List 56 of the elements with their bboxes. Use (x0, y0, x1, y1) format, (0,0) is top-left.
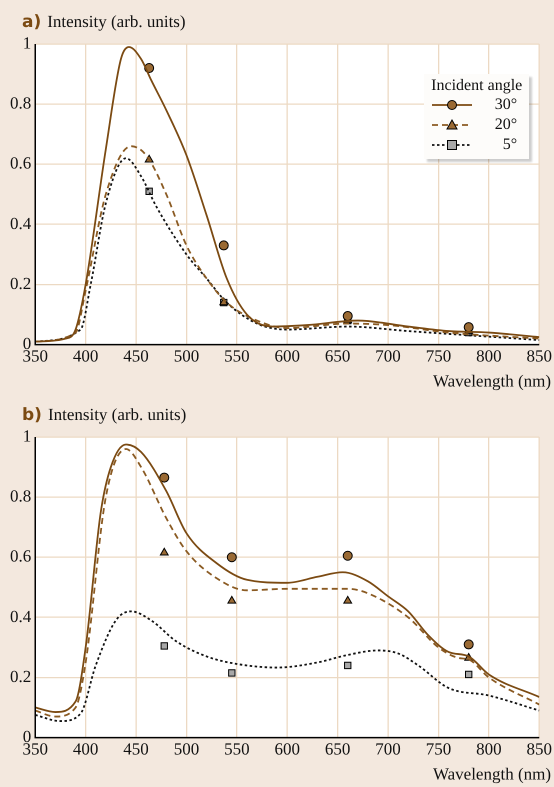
y-tick-label: 0.8 (10, 486, 32, 506)
x-tick-label: 600 (274, 346, 300, 366)
legend-label: 5° (502, 136, 518, 154)
point (226, 552, 237, 562)
point (342, 550, 353, 561)
y-tick-label: 0.4 (10, 214, 32, 233)
x-tick-label: 500 (174, 739, 200, 758)
point (342, 311, 353, 322)
x-tick-label: 550 (224, 346, 250, 366)
chart-title: a) (22, 12, 42, 32)
point (160, 642, 168, 650)
x-tick-label: 550 (224, 739, 250, 758)
x-tick-label: 600 (274, 739, 300, 758)
point (160, 548, 169, 556)
x-tick-label: 850 (526, 739, 552, 758)
y-axis-title: Intensity (arb. units) (47, 12, 186, 31)
x-axis-title: Wavelength (nm) (432, 372, 551, 391)
x-tick-label: 800 (476, 739, 502, 758)
point (218, 240, 229, 250)
legend-label: 30° (494, 96, 518, 114)
x-tick-label: 700 (375, 739, 401, 758)
point (227, 596, 236, 604)
x-tick-label: 450 (123, 346, 149, 366)
x-axis-title: Wavelength (nm) (432, 764, 551, 784)
line-series (35, 46, 540, 342)
y-tick-label: 0.8 (10, 94, 32, 113)
point (228, 669, 236, 677)
x-tick-label: 800 (476, 346, 502, 366)
legend-label: 20° (494, 116, 518, 134)
x-tick-label: 650 (324, 739, 350, 758)
x-tick-label: 750 (426, 739, 452, 758)
y-tick-label: 0.4 (10, 606, 32, 626)
x-tick-label: 400 (72, 739, 98, 758)
y-tick-label: 0.2 (10, 666, 32, 686)
y-tick-label: 1 (22, 426, 32, 446)
chart-title: b) (22, 405, 42, 425)
point (344, 662, 352, 670)
point (464, 639, 474, 650)
y-tick-label: 0.2 (10, 274, 32, 293)
x-tick-label: 650 (324, 346, 350, 366)
point (464, 322, 474, 332)
x-tick-label: 500 (174, 346, 200, 366)
x-tick-label: 450 (123, 739, 149, 758)
line-series (35, 610, 540, 722)
point (465, 670, 472, 678)
legend-title: Incident angle (431, 77, 522, 95)
point (159, 472, 170, 483)
x-tick-label: 750 (426, 346, 452, 366)
y-tick-label: 1 (22, 33, 32, 52)
x-tick-label: 850 (526, 346, 552, 366)
x-tick-label: 400 (72, 346, 98, 366)
x-tick-label: 700 (375, 346, 401, 366)
point (343, 596, 352, 604)
y-axis-title: Intensity (arb. units) (48, 405, 186, 424)
y-tick-label: 0.6 (10, 546, 32, 566)
y-tick-label: 0.6 (10, 154, 32, 173)
